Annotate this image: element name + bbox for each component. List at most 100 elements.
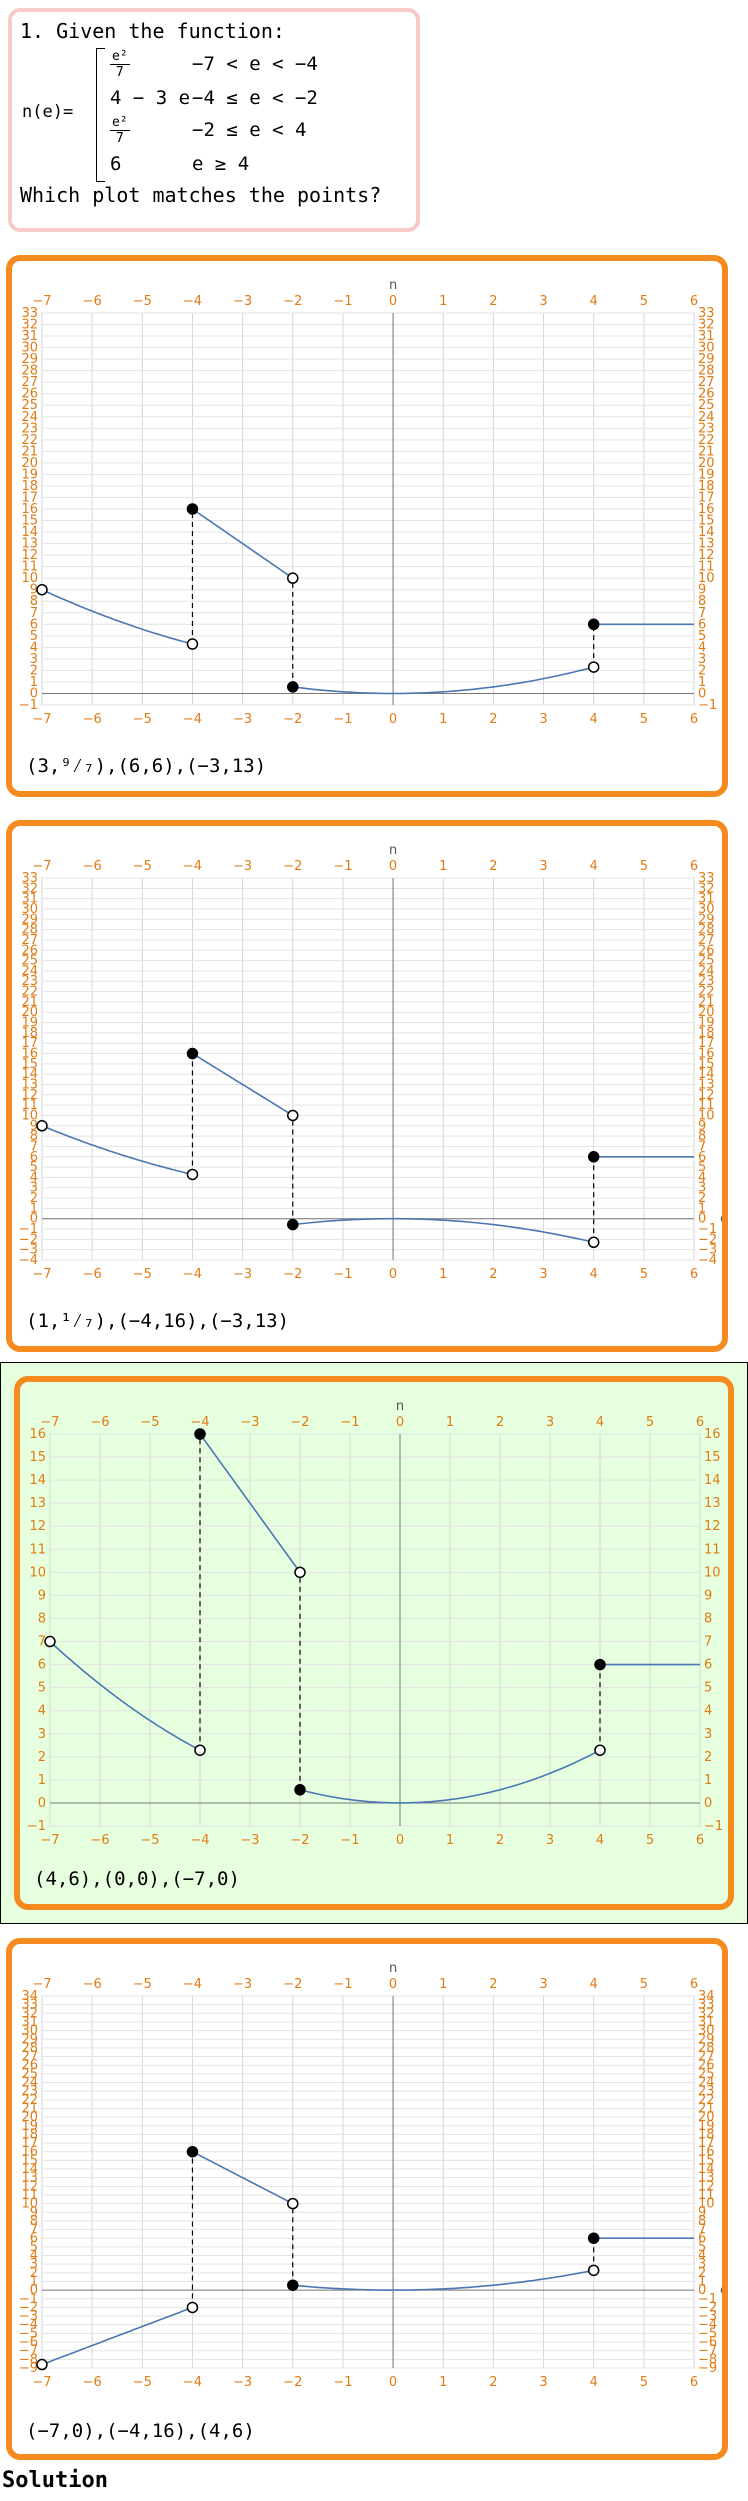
x-tick-label: −6: [83, 712, 102, 727]
y-tick-label: −3: [698, 1243, 717, 1258]
y-tick-label: 13: [21, 1077, 38, 1092]
closed-point-marker: [186, 503, 199, 515]
y-tick-label: 9: [698, 2205, 706, 2220]
x-tick-label: −2: [283, 712, 302, 727]
x-tick-label: −7: [32, 712, 51, 727]
y-tick-label: 18: [698, 2127, 715, 2142]
y-tick-label: 20: [698, 1005, 715, 1020]
y-tick-label: 15: [704, 1450, 721, 1465]
y-tick-label: 20: [21, 456, 38, 471]
y-tick-label: −6: [19, 2335, 38, 2350]
x-tick-label: −4: [183, 1267, 202, 1282]
y-tick-label: 33: [698, 1998, 715, 2013]
x-tick-label: 1: [439, 294, 447, 309]
option-c-chart: −7−7−6−6−5−5−4−4−3−3−2−2−1−1001122334455…: [27, 1399, 723, 1848]
y-tick-label: 18: [698, 1026, 715, 1041]
option-d-card[interactable]: −7 −7 −6 −6 −5 −5 −4 −4 −3 −3 −2 −2 −1 −1 0 0 1 1 2 2 3 3 4 4 5 5…: [6, 1938, 728, 2460]
x-tick-label: −6: [90, 1833, 109, 1848]
piece-row: 6 e ≥ 4: [110, 148, 249, 180]
y-tick-label: 31: [698, 329, 715, 344]
open-point-marker: [587, 1236, 600, 1249]
x-tick-label: 2: [489, 1267, 497, 1282]
y-tick-label: 4: [698, 2249, 706, 2264]
y-tick-label: 23: [698, 2084, 715, 2099]
y-tick-label: 33: [21, 871, 38, 886]
y-tick-label: 5: [30, 1160, 38, 1175]
x-tick-label: 3: [539, 1977, 547, 1992]
y-tick-label: 19: [698, 1016, 715, 1031]
y-tick-label: −1: [704, 1819, 723, 1834]
x-tick-label: −2: [283, 859, 302, 874]
y-tick-label: 16: [698, 1047, 715, 1062]
y-tick-label: 34: [698, 1989, 715, 2004]
x-tick-label: −5: [133, 1977, 152, 1992]
y-tick-label: 12: [21, 2179, 38, 2194]
x-tick-label: 0: [396, 1415, 404, 1430]
open-point-marker: [294, 1566, 306, 1579]
option-b-card[interactable]: −7 −7 −6 −6 −5 −5 −4 −4 −3 −3 −2 −2 −1 −1 0 0 1 1 2 2 3 3 4 4 5 5…: [6, 820, 728, 1352]
curve-segment: [299, 1749, 601, 1804]
x-tick-label: −4: [183, 1977, 202, 1992]
plot-frame: [49, 1433, 701, 1827]
x-tick-label: 4: [596, 1415, 604, 1430]
y-tick-label: 2: [30, 1191, 38, 1206]
y-tick-label: 29: [698, 912, 715, 927]
x-tick-label: −3: [240, 1415, 259, 1430]
x-tick-label: −5: [140, 1833, 159, 1848]
curve-segment: [292, 666, 594, 695]
x-tick-label: −1: [333, 1267, 352, 1282]
x-tick-label: 3: [539, 2375, 547, 2390]
closed-point-marker: [186, 1047, 199, 1060]
x-tick-label: −1: [333, 1977, 352, 1992]
y-tick-label: 15: [698, 514, 715, 529]
y-tick-label: 14: [21, 2162, 38, 2177]
piece-expression: 6: [110, 153, 122, 175]
x-tick-label: −2: [290, 1833, 309, 1848]
y-tick-label: 1: [30, 1201, 38, 1216]
y-tick-label: −9: [19, 2361, 38, 2376]
option-c-card[interactable]: −7 −7 −6 −6 −5 −5 −4 −4 −3 −3 −2 −2 −1 −1 0 0 1 1 2 2 3 3 4 4 5 5…: [14, 1376, 734, 1910]
y-tick-label: 11: [698, 560, 715, 575]
y-tick-label: 21: [698, 995, 715, 1010]
option-a-card[interactable]: −7 −7 −6 −6 −5 −5 −4 −4 −3 −3 −2 −2 −1 −1 0 0 1 1 2 2 3 3 4 4 5 5…: [6, 255, 728, 797]
y-tick-label: 30: [698, 902, 715, 917]
y-tick-label: 25: [698, 398, 715, 413]
option-b-points: (1,¹⁄₇),(−4,16),(−3,13): [26, 1310, 290, 1332]
y-tick-label: 9: [30, 583, 38, 598]
y-tick-label: 0: [698, 1212, 706, 1227]
y-tick-label: 14: [698, 1067, 715, 1082]
y-tick-label: −1: [19, 1222, 38, 1237]
y-tick-label: 22: [698, 985, 715, 1000]
y-tick-label: 19: [21, 467, 38, 482]
y-tick-label: 18: [21, 1026, 38, 1041]
x-tick-label: −3: [240, 1833, 259, 1848]
y-tick-label: 6: [30, 617, 38, 632]
curve-segment: [49, 1640, 201, 1751]
x-tick-label: −5: [133, 712, 152, 727]
y-tick-label: 19: [21, 2119, 38, 2134]
x-tick-label: 0: [389, 1977, 397, 1992]
y-tick-label: 20: [21, 2110, 38, 2125]
x-tick-label: −5: [133, 1267, 152, 1282]
x-tick-label: 5: [646, 1415, 654, 1430]
y-tick-label: 6: [698, 2231, 706, 2246]
y-tick-label: 23: [698, 974, 715, 989]
x-tick-label: 0: [389, 712, 397, 727]
x-tick-label: 6: [690, 712, 698, 727]
y-tick-label: 19: [21, 1016, 38, 1031]
y-tick-label: 9: [38, 1588, 46, 1603]
x-tick-label: 6: [690, 859, 698, 874]
y-axis-name: n: [389, 278, 397, 293]
x-tick-label: 3: [546, 1833, 554, 1848]
piece-row: 4 − 3 e −4 ≤ e < −2: [110, 82, 318, 114]
piece-row: e² 7 −7 < e < −4: [110, 48, 318, 80]
y-tick-label: 7: [698, 2223, 706, 2238]
y-tick-label: 30: [21, 2024, 38, 2039]
y-tick-label: 24: [698, 2076, 715, 2091]
y-tick-label: 27: [698, 375, 715, 390]
y-tick-label: 0: [30, 1212, 38, 1227]
x-tick-label: 3: [539, 712, 547, 727]
y-tick-label: 14: [29, 1473, 46, 1488]
y-tick-label: 29: [21, 912, 38, 927]
y-tick-label: 30: [21, 902, 38, 917]
